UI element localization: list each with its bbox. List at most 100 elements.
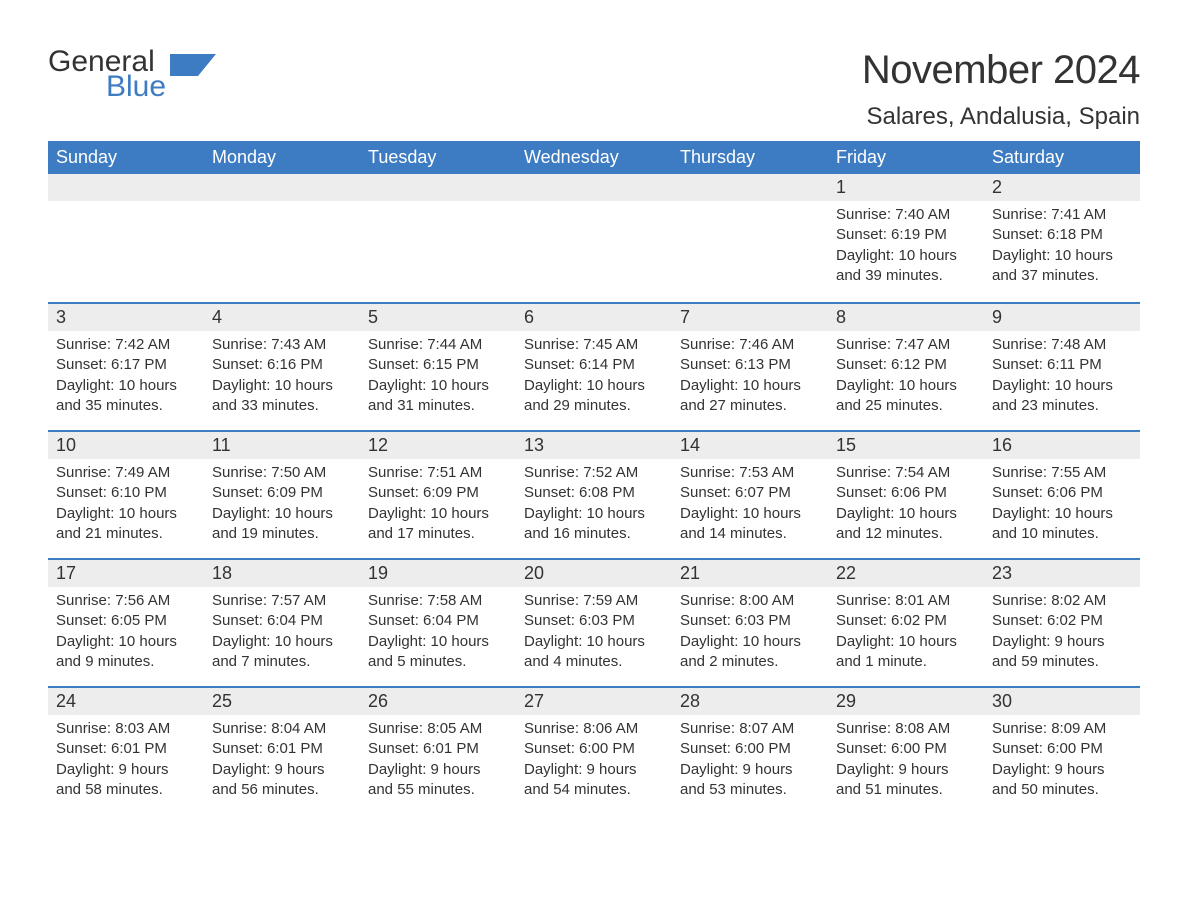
sunset-line: Sunset: 6:17 PM: [56, 355, 196, 375]
sunrise-line: Sunrise: 7:44 AM: [368, 335, 508, 355]
weekday-header: Friday: [828, 141, 984, 174]
daylight-line: Daylight: 9 hours and 50 minutes.: [992, 760, 1132, 801]
sunset-line: Sunset: 6:03 PM: [680, 611, 820, 631]
day-number: [204, 174, 360, 201]
sunrise-line: Sunrise: 7:40 AM: [836, 205, 976, 225]
weekday-header: Tuesday: [360, 141, 516, 174]
day-details: Sunrise: 7:44 AMSunset: 6:15 PMDaylight:…: [360, 331, 516, 424]
day-details: Sunrise: 8:04 AMSunset: 6:01 PMDaylight:…: [204, 715, 360, 808]
daylight-line: Daylight: 10 hours and 5 minutes.: [368, 632, 508, 673]
daylight-line: Daylight: 10 hours and 31 minutes.: [368, 376, 508, 417]
calendar-day: 21Sunrise: 8:00 AMSunset: 6:03 PMDayligh…: [672, 560, 828, 686]
daylight-line: Daylight: 10 hours and 35 minutes.: [56, 376, 196, 417]
daylight-line: Daylight: 10 hours and 23 minutes.: [992, 376, 1132, 417]
day-number: 6: [516, 304, 672, 331]
daylight-line: Daylight: 10 hours and 33 minutes.: [212, 376, 352, 417]
day-number: 5: [360, 304, 516, 331]
day-number: [48, 174, 204, 201]
page-title: November 2024: [862, 48, 1140, 93]
calendar-day: 14Sunrise: 7:53 AMSunset: 6:07 PMDayligh…: [672, 432, 828, 558]
daylight-line: Daylight: 9 hours and 53 minutes.: [680, 760, 820, 801]
day-number: 26: [360, 688, 516, 715]
sunset-line: Sunset: 6:01 PM: [368, 739, 508, 759]
calendar-day: 4Sunrise: 7:43 AMSunset: 6:16 PMDaylight…: [204, 304, 360, 430]
sunrise-line: Sunrise: 8:01 AM: [836, 591, 976, 611]
day-details: Sunrise: 8:06 AMSunset: 6:00 PMDaylight:…: [516, 715, 672, 808]
daylight-line: Daylight: 10 hours and 2 minutes.: [680, 632, 820, 673]
calendar-day: 7Sunrise: 7:46 AMSunset: 6:13 PMDaylight…: [672, 304, 828, 430]
weekday-header: Saturday: [984, 141, 1140, 174]
day-number: [360, 174, 516, 201]
calendar-week: 24Sunrise: 8:03 AMSunset: 6:01 PMDayligh…: [48, 686, 1140, 814]
sunrise-line: Sunrise: 7:45 AM: [524, 335, 664, 355]
day-number: 23: [984, 560, 1140, 587]
daylight-line: Daylight: 10 hours and 25 minutes.: [836, 376, 976, 417]
sunrise-line: Sunrise: 7:41 AM: [992, 205, 1132, 225]
sunset-line: Sunset: 6:06 PM: [992, 483, 1132, 503]
day-details: Sunrise: 8:01 AMSunset: 6:02 PMDaylight:…: [828, 587, 984, 680]
daylight-line: Daylight: 10 hours and 4 minutes.: [524, 632, 664, 673]
calendar-day: [672, 174, 828, 302]
day-number: 25: [204, 688, 360, 715]
calendar-day: 3 Sunrise: 7:42 AMSunset: 6:17 PMDaylight…: [48, 304, 204, 430]
day-number: 12: [360, 432, 516, 459]
day-number: 24: [48, 688, 204, 715]
calendar-day: [48, 174, 204, 302]
sunset-line: Sunset: 6:09 PM: [212, 483, 352, 503]
day-details: Sunrise: 7:48 AMSunset: 6:11 PMDaylight:…: [984, 331, 1140, 424]
day-details: Sunrise: 7:51 AMSunset: 6:09 PMDaylight:…: [360, 459, 516, 552]
sunrise-line: Sunrise: 7:53 AM: [680, 463, 820, 483]
calendar-day: [360, 174, 516, 302]
daylight-line: Daylight: 10 hours and 10 minutes.: [992, 504, 1132, 545]
sunset-line: Sunset: 6:14 PM: [524, 355, 664, 375]
calendar-day: 5Sunrise: 7:44 AMSunset: 6:15 PMDaylight…: [360, 304, 516, 430]
day-details: Sunrise: 8:09 AMSunset: 6:00 PMDaylight:…: [984, 715, 1140, 808]
daylight-line: Daylight: 9 hours and 51 minutes.: [836, 760, 976, 801]
weekday-header: Monday: [204, 141, 360, 174]
daylight-line: Daylight: 10 hours and 9 minutes.: [56, 632, 196, 673]
daylight-line: Daylight: 10 hours and 39 minutes.: [836, 246, 976, 287]
calendar-body: 1Sunrise: 7:40 AMSunset: 6:19 PMDaylight…: [48, 174, 1140, 814]
sunrise-line: Sunrise: 7:43 AM: [212, 335, 352, 355]
calendar-day: 30Sunrise: 8:09 AMSunset: 6:00 PMDayligh…: [984, 688, 1140, 814]
day-details: Sunrise: 8:02 AMSunset: 6:02 PMDaylight:…: [984, 587, 1140, 680]
day-number: 1: [828, 174, 984, 201]
calendar-day: 19Sunrise: 7:58 AMSunset: 6:04 PMDayligh…: [360, 560, 516, 686]
daylight-line: Daylight: 10 hours and 16 minutes.: [524, 504, 664, 545]
logo: General Blue: [48, 48, 216, 101]
sunrise-line: Sunrise: 7:52 AM: [524, 463, 664, 483]
calendar-day: [516, 174, 672, 302]
day-details: Sunrise: 7:52 AMSunset: 6:08 PMDaylight:…: [516, 459, 672, 552]
calendar: Sunday Monday Tuesday Wednesday Thursday…: [48, 141, 1140, 814]
sunset-line: Sunset: 6:05 PM: [56, 611, 196, 631]
sunrise-line: Sunrise: 7:51 AM: [368, 463, 508, 483]
sunset-line: Sunset: 6:09 PM: [368, 483, 508, 503]
day-number: 17: [48, 560, 204, 587]
daylight-line: Daylight: 9 hours and 54 minutes.: [524, 760, 664, 801]
sunrise-line: Sunrise: 8:07 AM: [680, 719, 820, 739]
calendar-day: 23Sunrise: 8:02 AMSunset: 6:02 PMDayligh…: [984, 560, 1140, 686]
weekday-header: Wednesday: [516, 141, 672, 174]
daylight-line: Daylight: 9 hours and 59 minutes.: [992, 632, 1132, 673]
day-number: 10: [48, 432, 204, 459]
sunset-line: Sunset: 6:00 PM: [992, 739, 1132, 759]
day-number: 3: [48, 304, 204, 331]
sunset-line: Sunset: 6:16 PM: [212, 355, 352, 375]
day-details: Sunrise: 7:50 AMSunset: 6:09 PMDaylight:…: [204, 459, 360, 552]
header: General Blue November 2024 Salares, Anda…: [48, 48, 1140, 131]
day-number: 27: [516, 688, 672, 715]
calendar-week: 10Sunrise: 7:49 AMSunset: 6:10 PMDayligh…: [48, 430, 1140, 558]
sunset-line: Sunset: 6:00 PM: [524, 739, 664, 759]
daylight-line: Daylight: 10 hours and 14 minutes.: [680, 504, 820, 545]
calendar-day: 24Sunrise: 8:03 AMSunset: 6:01 PMDayligh…: [48, 688, 204, 814]
sunrise-line: Sunrise: 7:42 AM: [56, 335, 196, 355]
day-details: Sunrise: 7:47 AMSunset: 6:12 PMDaylight:…: [828, 331, 984, 424]
daylight-line: Daylight: 10 hours and 37 minutes.: [992, 246, 1132, 287]
daylight-line: Daylight: 9 hours and 55 minutes.: [368, 760, 508, 801]
sunrise-line: Sunrise: 7:57 AM: [212, 591, 352, 611]
day-details: Sunrise: 7:59 AMSunset: 6:03 PMDaylight:…: [516, 587, 672, 680]
sunrise-line: Sunrise: 7:56 AM: [56, 591, 196, 611]
day-details: Sunrise: 7:58 AMSunset: 6:04 PMDaylight:…: [360, 587, 516, 680]
day-number: 22: [828, 560, 984, 587]
daylight-line: Daylight: 10 hours and 21 minutes.: [56, 504, 196, 545]
